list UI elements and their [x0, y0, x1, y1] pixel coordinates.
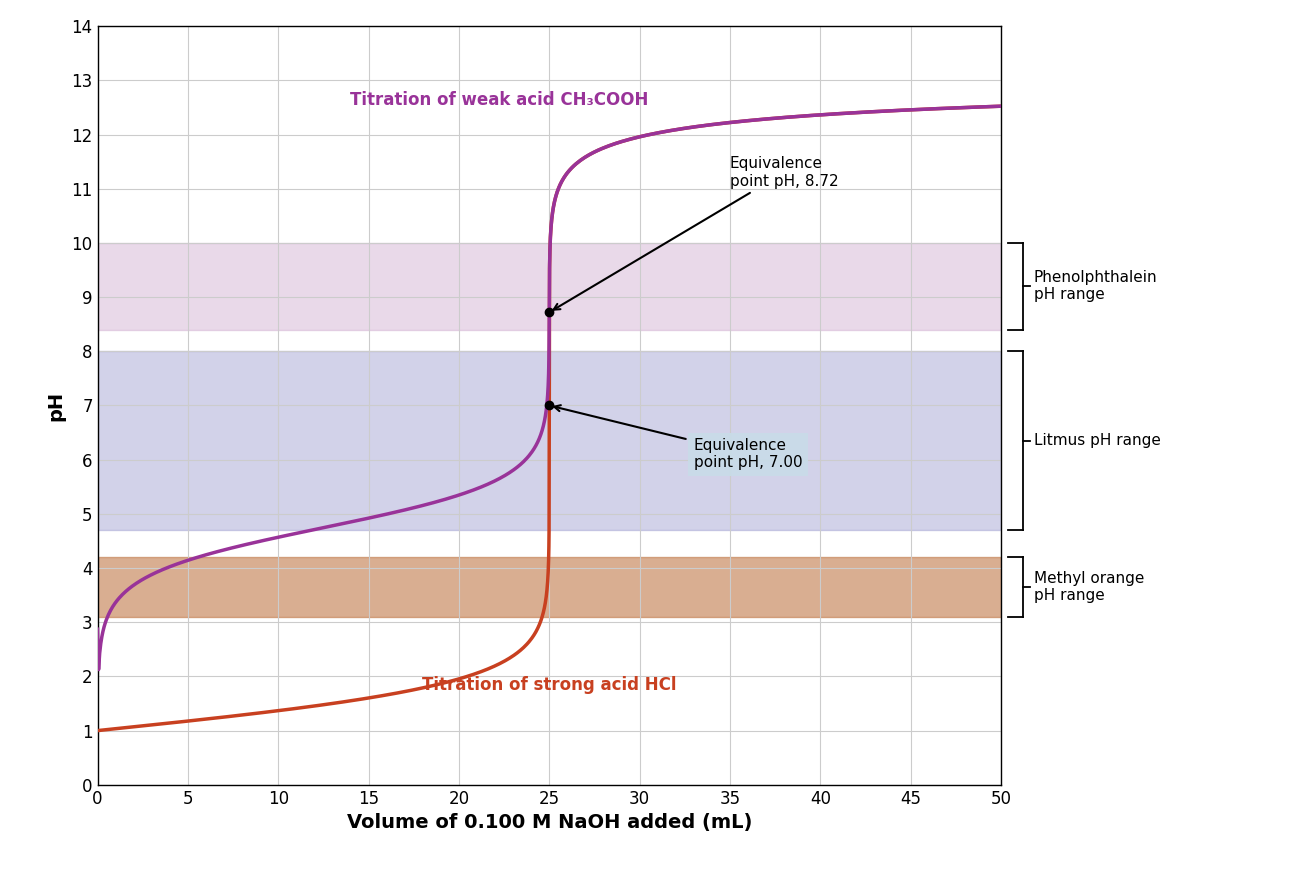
Text: Equivalence
point pH, 8.72: Equivalence point pH, 8.72: [554, 156, 838, 310]
Text: Litmus pH range: Litmus pH range: [1034, 433, 1161, 448]
Bar: [98, 557, 1001, 617]
Text: Titration of strong acid HCl: Titration of strong acid HCl: [422, 676, 676, 694]
Bar: [98, 243, 1001, 330]
X-axis label: Volume of 0.100 M NaOH added (mL): Volume of 0.100 M NaOH added (mL): [347, 814, 751, 832]
Text: Phenolphthalein
pH range: Phenolphthalein pH range: [1034, 270, 1157, 303]
Text: Titration of weak acid CH₃COOH: Titration of weak acid CH₃COOH: [351, 91, 649, 109]
Text: Equivalence
point pH, 7.00: Equivalence point pH, 7.00: [554, 405, 802, 471]
Text: Methyl orange
pH range: Methyl orange pH range: [1034, 571, 1144, 603]
Bar: [98, 351, 1001, 530]
Y-axis label: pH: pH: [47, 391, 66, 420]
